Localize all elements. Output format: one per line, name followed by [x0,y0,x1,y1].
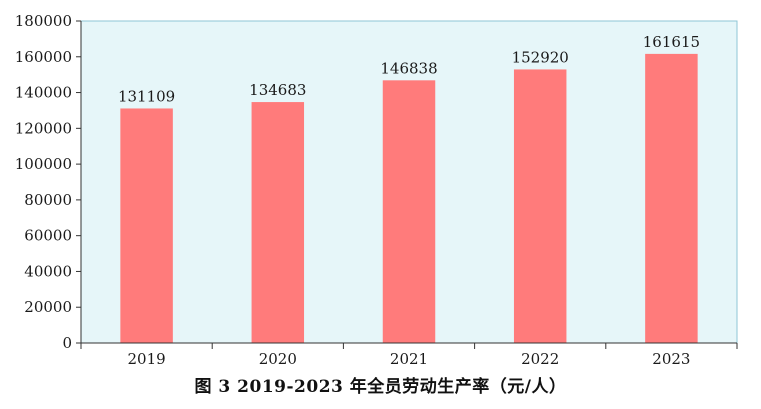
bar-2021 [382,80,436,344]
bars-group [120,53,698,344]
x-tick-label: 2022 [521,350,559,368]
bar-2023 [645,53,698,343]
data-label-2023: 161615 [643,33,700,51]
x-tick-label: 2019 [128,350,166,368]
x-tick-label: 2020 [259,350,297,368]
bar-2019 [120,108,173,343]
data-label-2021: 146838 [380,59,437,77]
y-tick-label: 0 [62,334,72,352]
y-tick-label: 140000 [15,84,72,102]
y-tick-label: 40000 [24,262,72,280]
y-tick-label: 100000 [15,155,72,173]
y-tick-label: 120000 [15,119,72,137]
x-tick-label: 2023 [652,350,690,368]
y-tick-label: 80000 [24,191,72,209]
bar-2020 [251,102,305,343]
data-label-2019: 131109 [118,87,175,105]
y-tick-label: 60000 [24,227,72,245]
x-tick-label: 2021 [390,350,428,368]
data-labels-group: 131109 134683 146838 152920 161615 [118,33,700,106]
bar-2022 [513,69,567,343]
x-axis: 2019 2020 2021 2022 2023 [80,342,738,368]
chart-caption: 图 3 2019-2023 年全员劳动生产率（元/人） [194,377,567,397]
y-axis: 0 20000 40000 60000 80000 100000 120000 140000 1… [15,12,82,352]
y-tick-label: 180000 [15,12,72,30]
y-tick-label: 160000 [15,48,72,66]
bar-chart: 131109 134683 146838 152920 161615 0 20000 400… [15,12,738,368]
data-label-2022: 152920 [512,48,569,66]
y-tick-label: 20000 [24,298,72,316]
data-label-2020: 134683 [249,81,306,99]
